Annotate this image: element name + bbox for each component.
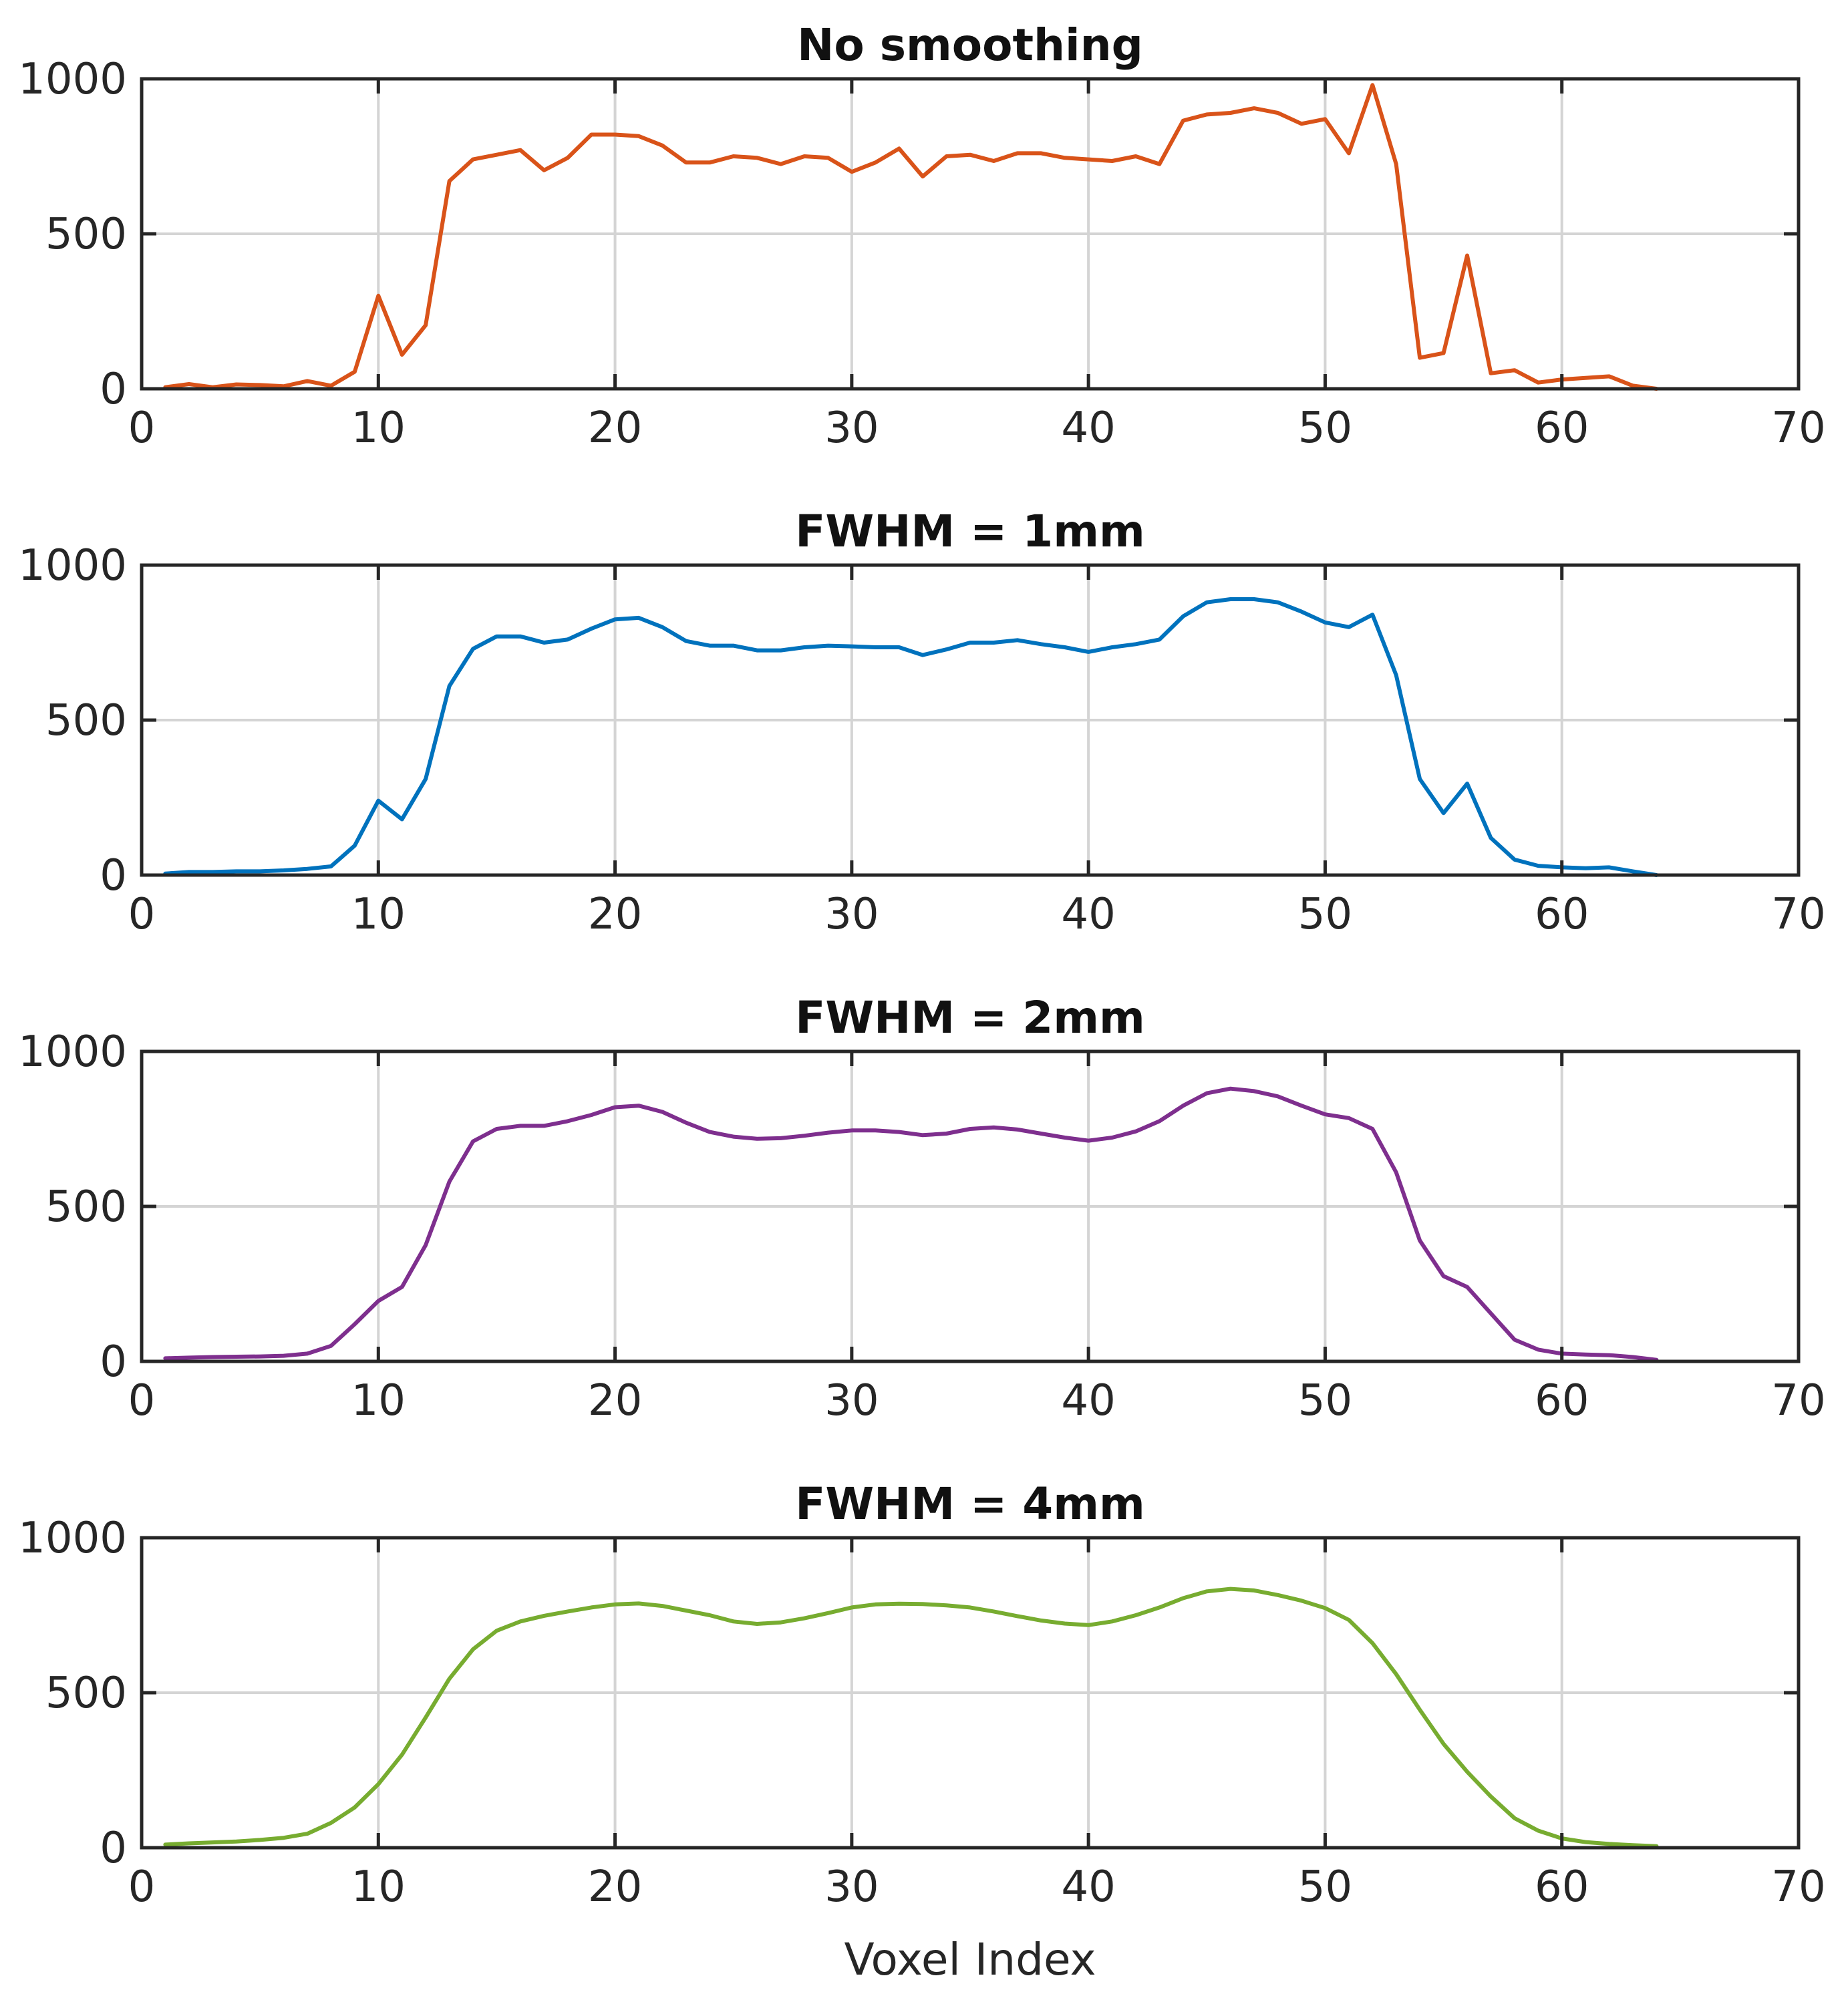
x-tick-label: 0 (128, 1376, 156, 1426)
x-tick-label: 70 (1771, 1862, 1825, 1912)
x-tick-label: 70 (1771, 890, 1825, 939)
x-tick-label: 10 (351, 1376, 406, 1426)
x-tick-label: 30 (824, 1862, 879, 1912)
y-tick-label: 0 (100, 1824, 127, 1873)
x-tick-label: 30 (824, 403, 879, 453)
x-tick-label: 0 (128, 403, 156, 453)
subplot-4: 0 10 20 30 40 50 60 70 0 500 1000 FWHM = 4mm Voxel I… (18, 1478, 1826, 1985)
subplot-title: FWHM = 4mm (795, 1478, 1145, 1530)
x-tick-label: 50 (1298, 1862, 1352, 1912)
x-tick-label: 70 (1771, 1376, 1825, 1426)
y-tick-label: 500 (45, 1669, 127, 1718)
subplot-2: 0 10 20 30 40 50 60 70 0 500 1000 FWHM = 1mm (18, 506, 1826, 939)
x-tick-label: 10 (351, 403, 406, 453)
x-axis-label: Voxel Index (844, 1934, 1096, 1985)
y-tick-label: 500 (45, 696, 127, 745)
x-tick-label: 50 (1298, 403, 1352, 453)
subplot-title: FWHM = 1mm (795, 506, 1145, 557)
y-tick-label: 0 (100, 1337, 127, 1387)
x-tick-label: 50 (1298, 1376, 1352, 1426)
y-tick-label: 500 (45, 1182, 127, 1232)
x-tick-label: 20 (588, 890, 642, 939)
x-tick-label: 60 (1535, 890, 1589, 939)
y-tick-label: 500 (45, 210, 127, 259)
subplot-title: FWHM = 2mm (795, 992, 1145, 1043)
x-tick-label: 50 (1298, 890, 1352, 939)
x-tick-label: 10 (351, 1862, 406, 1912)
x-tick-label: 70 (1771, 403, 1825, 453)
series-line (163, 1086, 1659, 1362)
x-tick-label: 60 (1535, 1376, 1589, 1426)
x-tick-label: 40 (1061, 890, 1115, 939)
subplot-title: No smoothing (797, 19, 1143, 71)
subplot-3: 0 10 20 30 40 50 60 70 0 500 1000 FWHM = 2mm (18, 992, 1826, 1426)
y-tick-label: 1000 (18, 55, 127, 104)
x-tick-label: 20 (588, 1862, 642, 1912)
x-tick-label: 10 (351, 890, 406, 939)
y-tick-label: 1000 (18, 541, 127, 591)
series-line (163, 597, 1659, 877)
y-tick-label: 1000 (18, 1514, 127, 1563)
x-tick-label: 40 (1061, 1376, 1115, 1426)
x-tick-label: 30 (824, 1376, 879, 1426)
x-tick-label: 40 (1061, 1862, 1115, 1912)
x-tick-label: 60 (1535, 1862, 1589, 1912)
x-tick-label: 40 (1061, 403, 1115, 453)
y-tick-label: 0 (100, 365, 127, 414)
x-tick-label: 20 (588, 403, 642, 453)
series-line (163, 1587, 1659, 1848)
y-tick-label: 1000 (18, 1027, 127, 1077)
x-tick-label: 0 (128, 1862, 156, 1912)
subplot-1: 0 10 20 30 40 50 60 70 0 500 1000 No smoothing (18, 19, 1826, 453)
y-tick-label: 0 (100, 851, 127, 900)
series-line (163, 83, 1659, 391)
x-tick-label: 20 (588, 1376, 642, 1426)
x-tick-label: 30 (824, 890, 879, 939)
x-tick-label: 0 (128, 890, 156, 939)
x-tick-label: 60 (1535, 403, 1589, 453)
